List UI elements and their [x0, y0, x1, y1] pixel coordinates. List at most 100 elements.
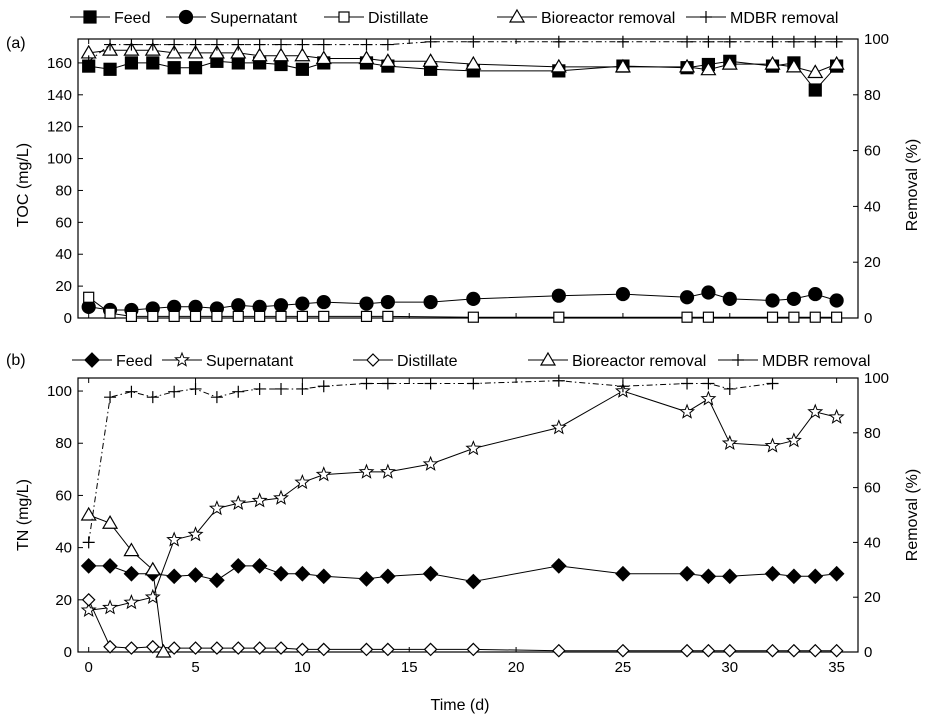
panel-b-series-bioreactor-removal-point — [123, 542, 140, 557]
panel-b-series-mdbr-removal-point — [381, 377, 394, 390]
panel-a-series-feed-point — [295, 62, 309, 76]
panel-b-series-feed-point — [550, 558, 567, 574]
panel-b-legend-bioreactor-removal: Bioreactor removal — [528, 351, 706, 370]
panel-a-series-supernatant-point — [295, 296, 310, 311]
panel-a-y2tick-label: 60 — [864, 143, 881, 160]
panel-b-series-supernatant-point — [294, 473, 311, 490]
panel-b-series-bioreactor-removal-line — [88, 514, 164, 653]
panel-a-legend-distillate-marker — [338, 11, 350, 23]
panel-b-series-supernatant-point — [785, 432, 802, 448]
panel-b-series-distillate-point — [103, 639, 117, 654]
panel-b-series-supernatant-point — [807, 403, 824, 419]
panel-a-series-bioreactor-removal-point — [465, 55, 482, 70]
panel-a-series-supernatant-point — [765, 293, 780, 308]
panel-b-series-distillate-point — [188, 641, 203, 655]
panel-b-series-bioreactor-removal-point — [80, 506, 97, 521]
panel-a-series-supernatant-point — [808, 286, 823, 302]
panel-b-legend-distillate-marker — [366, 353, 380, 367]
panel-b-series-distillate-point — [231, 641, 246, 655]
panel-b-series-feed-point — [721, 568, 738, 585]
panel-b-legend-supernatant: Supernatant — [162, 351, 294, 370]
panel-a-series-bioreactor-removal-point — [550, 58, 567, 73]
panel-a-series-distillate-point — [83, 291, 95, 303]
panel-b-series-distillate-point — [274, 641, 288, 655]
panel-a-series-mdbr-removal-point — [702, 35, 715, 48]
panel-b-xtick-label: 15 — [401, 659, 418, 676]
panel-a-series-distillate-point — [788, 311, 800, 323]
panel-a-series-mdbr-removal-point — [424, 35, 437, 48]
panel-b-series-feed-point — [422, 565, 439, 582]
panel-b-xlabel: Time (d) — [431, 697, 490, 714]
panel-a-series-distillate — [83, 291, 843, 323]
panel-b-xtick-label: 10 — [294, 659, 311, 676]
panel-b-legend-mdbr-removal-marker — [732, 354, 744, 366]
panel-b-legend-feed-label: Feed — [116, 353, 152, 370]
panel-a-series-supernatant-point — [701, 285, 716, 300]
panel-b-series-distillate-line — [88, 599, 837, 652]
panel-a-series-feed-point — [103, 62, 117, 76]
panel-a-series-distillate-point — [189, 310, 202, 323]
panel-a-series-mdbr-removal-point — [275, 38, 288, 51]
panel-b-series-supernatant-point — [144, 588, 161, 604]
panel-a-series-mdbr-removal-point — [723, 35, 736, 48]
panel-a-tag: (a) — [6, 35, 26, 52]
panel-b-series-distillate-point — [359, 642, 374, 657]
legend-b: Feed Supernatant Distillate Bioreactor remo… — [72, 351, 870, 370]
panel-b-xtick-label: 35 — [828, 659, 845, 676]
panel-b-series-distillate-point — [295, 642, 310, 657]
panel-a-series-mdbr-removal-point — [381, 38, 394, 51]
panel-a-series-bioreactor-removal-point — [272, 47, 290, 62]
panel-b-series-supernatant-point — [721, 434, 738, 451]
panel-b-series-mdbr-removal-point — [275, 382, 288, 395]
panel-b-series-feed-point — [187, 567, 204, 583]
panel-b-series-distillate-point — [616, 643, 630, 658]
panel-b-series-distillate-point — [124, 641, 139, 655]
panel-b-ytick-label: 40 — [55, 540, 72, 557]
panel-a-series-mdbr-removal-point — [830, 35, 843, 48]
panel-b-series-mdbr-removal-point — [146, 391, 159, 404]
legend-a: Feed Supernatant Distillate Bioreactor remo… — [70, 8, 838, 27]
panel-b-series-supernatant-point — [764, 437, 781, 453]
panel-a-legend-distillate: Distillate — [324, 10, 429, 27]
panel-a-series-feed-point — [808, 83, 822, 97]
panel-b-legend-feed-marker — [84, 352, 100, 368]
panel-a-series-bioreactor-removal-point — [721, 55, 738, 70]
panel-a-ytick-label: 40 — [55, 246, 72, 263]
panel-a-series-distillate-point — [232, 310, 244, 323]
panel-a-y2label: Removal (%) — [904, 139, 921, 231]
panel-a-ytick-label: 100 — [47, 151, 72, 168]
panel-a-series-bioreactor-removal-point — [230, 44, 247, 59]
panel-b-series-mdbr-removal-point — [723, 382, 736, 395]
panel-a-series-supernatant-point — [423, 294, 438, 310]
panel-b-y2tick-label: 0 — [864, 644, 872, 661]
panel-b-legend-distillate: Distillate — [353, 353, 458, 370]
panel-b-series-distillate-point — [680, 643, 694, 658]
panel-b-series-feed-point — [315, 568, 332, 585]
panel-a-series-supernatant-point — [380, 294, 395, 310]
panel-b-series-feed-point — [230, 558, 247, 574]
panel-b-legend-supernatant-marker — [174, 351, 190, 367]
panel-a-series-supernatant-point — [786, 291, 801, 306]
panel-b-series-mdbr-removal-point — [296, 382, 309, 395]
panel-b-legend-mdbr-removal-label: MDBR removal — [762, 353, 870, 370]
panel-b-series-distillate-point — [381, 642, 395, 657]
panel-a-series-mdbr-removal-point — [125, 38, 138, 51]
panel-a-series-distillate-point — [211, 310, 223, 323]
panel-a-series-bioreactor-removal-point — [315, 50, 332, 65]
panel-a-y2tick-label: 100 — [864, 31, 889, 48]
panel-b-series-distillate-point — [210, 641, 224, 655]
panel-a-series-mdbr-removal-point — [146, 38, 159, 51]
panel-b-series-supernatant — [80, 382, 845, 618]
panel-a-series-mdbr-removal-point — [232, 38, 245, 51]
panel-a-series-mdbr-removal-point — [809, 35, 822, 48]
panel-b-series-distillate-point — [81, 592, 96, 607]
panel-a-ytick-label: 60 — [55, 214, 72, 231]
panel-b-series-supernatant-point — [123, 594, 140, 610]
panel-b-legend-bioreactor-removal-marker — [539, 351, 557, 366]
panel-b-series-mdbr-removal-point — [360, 377, 373, 390]
panel-a-series-supernatant-point — [359, 296, 374, 311]
panel-b-series-feed-point — [80, 558, 97, 574]
panel-a-series-distillate-point — [168, 310, 180, 323]
panel-a-series-distillate-point — [104, 307, 116, 319]
panel-a-series-mdbr-removal-point — [681, 35, 694, 48]
